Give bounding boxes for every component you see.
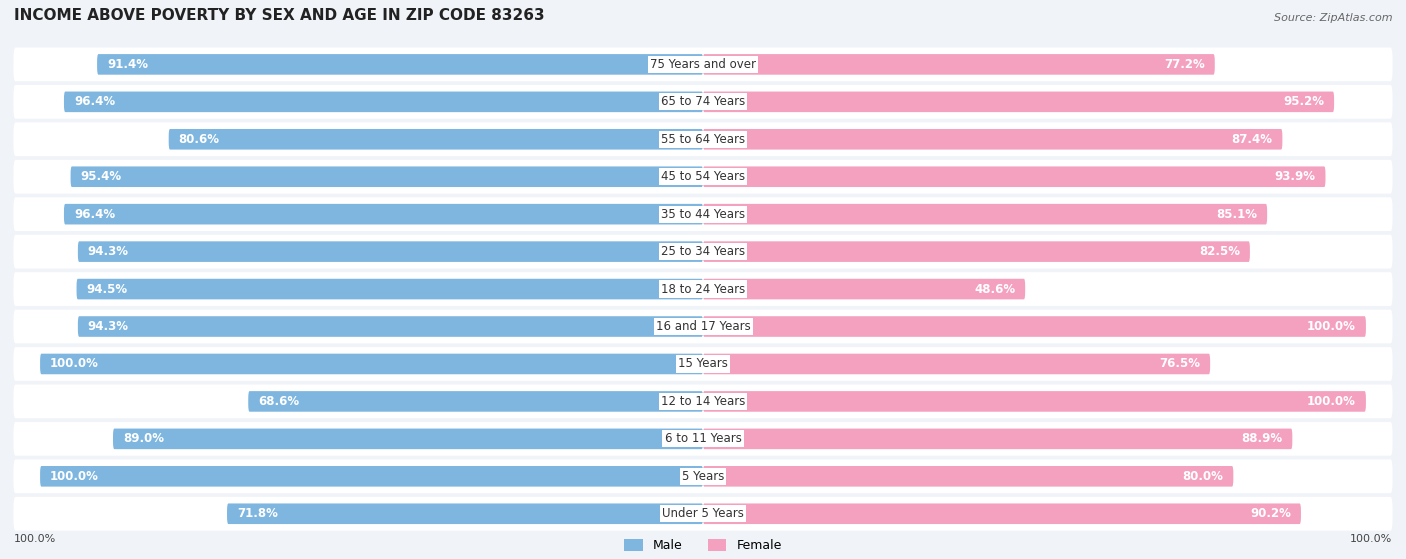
Text: 100.0%: 100.0%	[51, 470, 98, 483]
FancyBboxPatch shape	[703, 129, 1282, 150]
FancyBboxPatch shape	[14, 235, 1392, 268]
FancyBboxPatch shape	[249, 391, 703, 412]
FancyBboxPatch shape	[226, 504, 703, 524]
FancyBboxPatch shape	[14, 459, 1392, 493]
Text: 71.8%: 71.8%	[238, 507, 278, 520]
Text: Source: ZipAtlas.com: Source: ZipAtlas.com	[1274, 13, 1392, 23]
Text: 18 to 24 Years: 18 to 24 Years	[661, 282, 745, 296]
FancyBboxPatch shape	[14, 85, 1392, 119]
Text: 88.9%: 88.9%	[1241, 432, 1282, 446]
Text: Under 5 Years: Under 5 Years	[662, 507, 744, 520]
Text: 35 to 44 Years: 35 to 44 Years	[661, 208, 745, 221]
Text: 91.4%: 91.4%	[107, 58, 148, 71]
Text: 6 to 11 Years: 6 to 11 Years	[665, 432, 741, 446]
Text: 100.0%: 100.0%	[1308, 320, 1355, 333]
FancyBboxPatch shape	[41, 354, 703, 375]
Text: 48.6%: 48.6%	[974, 282, 1015, 296]
FancyBboxPatch shape	[14, 122, 1392, 156]
FancyBboxPatch shape	[63, 204, 703, 225]
Text: 5 Years: 5 Years	[682, 470, 724, 483]
Text: 89.0%: 89.0%	[122, 432, 165, 446]
FancyBboxPatch shape	[703, 391, 1365, 412]
Text: 75 Years and over: 75 Years and over	[650, 58, 756, 71]
FancyBboxPatch shape	[14, 48, 1392, 81]
FancyBboxPatch shape	[14, 385, 1392, 418]
FancyBboxPatch shape	[14, 347, 1392, 381]
FancyBboxPatch shape	[41, 466, 703, 486]
Text: 82.5%: 82.5%	[1199, 245, 1240, 258]
Text: 94.3%: 94.3%	[87, 320, 129, 333]
FancyBboxPatch shape	[703, 92, 1334, 112]
FancyBboxPatch shape	[14, 197, 1392, 231]
FancyBboxPatch shape	[70, 167, 703, 187]
Text: 87.4%: 87.4%	[1232, 133, 1272, 146]
Text: 100.0%: 100.0%	[51, 357, 98, 371]
FancyBboxPatch shape	[14, 310, 1392, 343]
FancyBboxPatch shape	[703, 504, 1301, 524]
FancyBboxPatch shape	[14, 160, 1392, 193]
Text: 55 to 64 Years: 55 to 64 Years	[661, 133, 745, 146]
Text: 85.1%: 85.1%	[1216, 208, 1257, 221]
Text: 93.9%: 93.9%	[1274, 170, 1316, 183]
FancyBboxPatch shape	[76, 279, 703, 300]
FancyBboxPatch shape	[112, 429, 703, 449]
Text: 68.6%: 68.6%	[259, 395, 299, 408]
Text: 96.4%: 96.4%	[75, 208, 115, 221]
Text: 12 to 14 Years: 12 to 14 Years	[661, 395, 745, 408]
Text: 100.0%: 100.0%	[14, 534, 56, 544]
Text: 76.5%: 76.5%	[1159, 357, 1201, 371]
Text: 25 to 34 Years: 25 to 34 Years	[661, 245, 745, 258]
FancyBboxPatch shape	[703, 429, 1292, 449]
FancyBboxPatch shape	[703, 354, 1211, 375]
Text: 95.2%: 95.2%	[1284, 96, 1324, 108]
FancyBboxPatch shape	[77, 316, 703, 337]
FancyBboxPatch shape	[703, 466, 1233, 486]
FancyBboxPatch shape	[14, 422, 1392, 456]
FancyBboxPatch shape	[63, 92, 703, 112]
Text: INCOME ABOVE POVERTY BY SEX AND AGE IN ZIP CODE 83263: INCOME ABOVE POVERTY BY SEX AND AGE IN Z…	[14, 8, 544, 23]
Text: 77.2%: 77.2%	[1164, 58, 1205, 71]
FancyBboxPatch shape	[97, 54, 703, 75]
FancyBboxPatch shape	[703, 167, 1326, 187]
Text: 94.3%: 94.3%	[87, 245, 129, 258]
Text: 80.0%: 80.0%	[1182, 470, 1223, 483]
Text: 100.0%: 100.0%	[1350, 534, 1392, 544]
Text: 96.4%: 96.4%	[75, 96, 115, 108]
FancyBboxPatch shape	[77, 241, 703, 262]
Text: 15 Years: 15 Years	[678, 357, 728, 371]
Text: 100.0%: 100.0%	[1308, 395, 1355, 408]
FancyBboxPatch shape	[14, 272, 1392, 306]
Text: 94.5%: 94.5%	[87, 282, 128, 296]
FancyBboxPatch shape	[703, 279, 1025, 300]
FancyBboxPatch shape	[703, 241, 1250, 262]
Text: 65 to 74 Years: 65 to 74 Years	[661, 96, 745, 108]
FancyBboxPatch shape	[703, 316, 1365, 337]
Text: 95.4%: 95.4%	[80, 170, 122, 183]
Legend: Male, Female: Male, Female	[619, 534, 787, 557]
Text: 90.2%: 90.2%	[1250, 507, 1291, 520]
FancyBboxPatch shape	[703, 204, 1267, 225]
Text: 16 and 17 Years: 16 and 17 Years	[655, 320, 751, 333]
FancyBboxPatch shape	[169, 129, 703, 150]
Text: 45 to 54 Years: 45 to 54 Years	[661, 170, 745, 183]
Text: 80.6%: 80.6%	[179, 133, 219, 146]
FancyBboxPatch shape	[703, 54, 1215, 75]
FancyBboxPatch shape	[14, 497, 1392, 530]
